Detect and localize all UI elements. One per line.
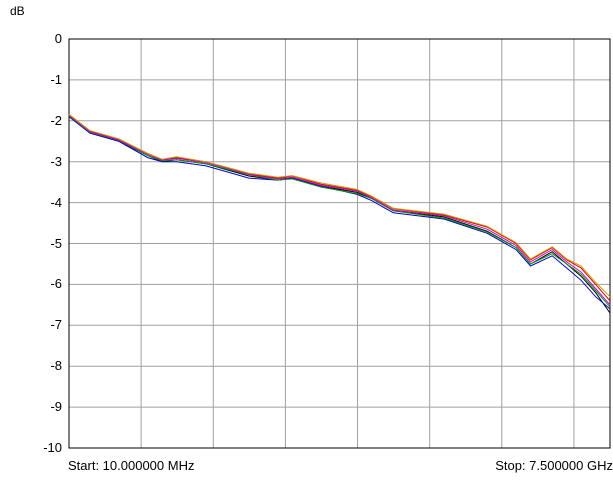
grid [68,38,610,449]
y-tick-label: -7 [50,317,62,333]
y-tick-label: -5 [50,235,62,251]
series-line-5 [68,114,611,306]
y-tick-label: -4 [50,194,62,210]
y-tick-label: 0 [54,31,62,46]
series-line-6 [68,113,611,298]
y-tick-label: -2 [50,112,62,128]
y-tick-label: -6 [50,276,62,292]
series-line-3 [68,116,611,310]
y-unit-label: dB [10,4,25,18]
y-tick-label: -9 [50,399,62,415]
y-tick-label: -1 [50,71,62,87]
stop-frequency-label: Stop: 7.500000 GHz [495,458,613,473]
y-tick-label: -8 [50,358,62,374]
y-tick-label: -3 [50,153,62,169]
start-frequency-label: Start: 10.000000 MHz [68,458,195,473]
y-tick-label: -10 [43,440,62,455]
series-group [68,113,611,314]
series-line-2 [68,114,611,302]
plot-frame [68,38,611,449]
series-line-1 [68,114,611,314]
series-line-4 [68,115,611,308]
